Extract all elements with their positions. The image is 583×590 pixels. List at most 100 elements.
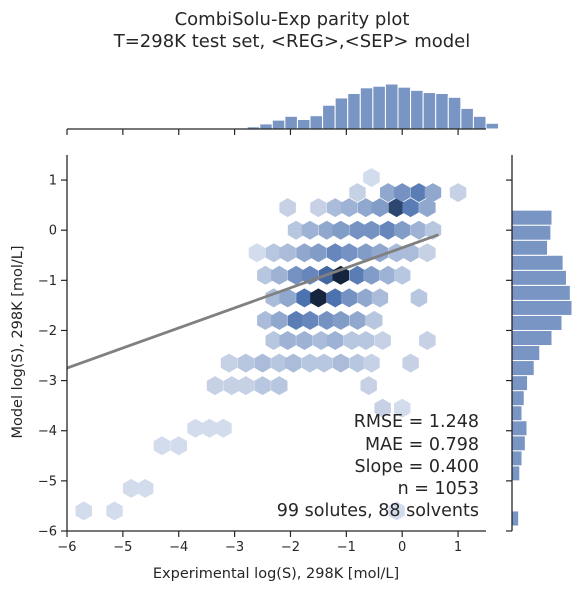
hexbin-cell — [340, 198, 358, 218]
main-axes: −6 −5 −4 −3 −2 −1 0 1 −6 −5 −4 −3 −2 −1 0 1 — [38, 155, 486, 555]
x-histogram-bar — [359, 87, 374, 130]
hexbin-cell — [349, 265, 366, 285]
hexbin-cell — [301, 310, 319, 330]
hexbin-cell — [265, 331, 282, 350]
x-histogram-bar — [460, 107, 474, 130]
hexbin-cell — [394, 265, 411, 285]
slope-text: Slope = 0.400 — [355, 457, 479, 477]
hexbin-cell — [257, 265, 274, 285]
hexbin-layer — [75, 168, 467, 521]
hexbin-cell — [357, 288, 375, 308]
y-histogram-bar — [511, 329, 553, 347]
hexbin-cell — [187, 418, 204, 438]
hexbin-cell — [326, 288, 344, 308]
hexbin-cell — [279, 331, 296, 350]
hexbin-cell — [332, 220, 349, 240]
hexbin-cell — [326, 243, 344, 263]
hexbin-cell — [349, 353, 366, 373]
x-histogram-bar — [435, 93, 449, 130]
hexbin-cell — [374, 331, 391, 350]
y-histogram-bar — [511, 510, 520, 527]
x-histogram-bar — [271, 119, 286, 130]
x-histogram-bar — [347, 93, 361, 130]
y-histogram-bar — [511, 420, 528, 437]
y-histogram-bar — [511, 284, 571, 301]
y-tick-label: 0 — [49, 224, 57, 239]
hexbin-cell — [388, 501, 405, 521]
hexbin-cell — [257, 310, 274, 330]
hexbin-cell — [371, 288, 389, 308]
hexbin-cell — [137, 478, 154, 498]
hexbin-cell — [410, 220, 428, 240]
x-histogram-bar — [259, 123, 273, 130]
rmse-text: RMSE = 1.248 — [354, 412, 479, 432]
hexbin-cell — [310, 198, 327, 218]
hexbin-cell — [326, 198, 344, 218]
y-tick-label: −6 — [38, 525, 57, 540]
x-axis-label: Experimental log(S), 298K [mol/L] — [153, 566, 399, 582]
x-marginal-histogram — [234, 83, 500, 130]
y-histogram-bar — [511, 239, 549, 256]
y-histogram-bar — [511, 345, 541, 362]
hexbin-cell — [357, 331, 375, 350]
hexbin-cell — [123, 478, 140, 498]
x-histogram-bar — [422, 92, 437, 130]
hexbin-cell — [287, 265, 305, 285]
fit-line-layer — [66, 233, 439, 370]
hexbin-cell — [271, 310, 288, 330]
y-tick-label: 1 — [49, 174, 57, 189]
hexbin-cell — [215, 418, 232, 438]
y-histogram-bar — [511, 360, 535, 377]
hexbin-cell — [271, 353, 288, 373]
hexbin-cell — [153, 436, 171, 456]
hexbin-cell — [296, 243, 313, 263]
hexbin-cell — [254, 353, 271, 373]
hexbin-cell — [75, 501, 92, 521]
x-histogram-bar — [296, 118, 311, 130]
y-marginal-histogram — [511, 209, 573, 527]
x-tick-label: 1 — [454, 540, 462, 555]
hexbin-cell — [170, 436, 187, 456]
hexbin-cell — [318, 220, 335, 240]
y-histogram-bar — [511, 254, 564, 271]
hexbin-cell — [340, 243, 358, 263]
hexbin-cell — [301, 353, 319, 373]
hexbin-cell — [296, 288, 313, 308]
hexbin-cell — [310, 288, 327, 308]
x-histogram-bar — [284, 115, 298, 130]
hexbin-cell — [265, 243, 282, 263]
hexbin-cell — [349, 310, 366, 330]
y-histogram-bar — [511, 209, 553, 226]
y-tick-label: −1 — [38, 274, 57, 289]
hexbin-cell — [310, 243, 327, 263]
hexbin-cell — [279, 243, 296, 263]
stats-annotation: RMSE = 1.248 MAE = 0.798 Slope = 0.400 n… — [277, 412, 479, 521]
x-histogram-bar — [410, 89, 424, 130]
x-tick-label: 0 — [398, 540, 406, 555]
hexbin-cell — [271, 265, 288, 285]
hexbin-cell — [340, 288, 358, 308]
hexbin-cell — [301, 220, 319, 240]
x-histogram-bar — [322, 104, 336, 130]
solutes-solvents-text: 99 solutes, 88 solvents — [277, 501, 479, 521]
hexbin-cell — [332, 353, 349, 373]
x-histogram-bar — [397, 86, 412, 130]
hexbin-cell — [313, 331, 330, 350]
chart-title: CombiSolu-Exp parity plot — [175, 9, 410, 30]
hexbin-cell — [201, 418, 218, 438]
x-histogram-bar — [309, 115, 324, 130]
y-tick-label: −3 — [38, 374, 57, 389]
y-histogram-bar — [511, 450, 523, 467]
hexbin-cell — [371, 198, 389, 218]
mae-text: MAE = 0.798 — [365, 435, 479, 455]
hexbin-cell — [363, 220, 380, 240]
fit-line — [66, 233, 439, 370]
hexbin-cell — [402, 198, 419, 218]
y-histogram-bar — [511, 465, 521, 482]
hexbin-cell — [318, 310, 335, 330]
hexbin-cell — [223, 376, 240, 396]
hexbin-cell — [285, 353, 302, 373]
hexbin-cell — [419, 243, 436, 263]
hexbin-cell — [388, 198, 405, 218]
x-tick-label: −2 — [281, 540, 300, 555]
